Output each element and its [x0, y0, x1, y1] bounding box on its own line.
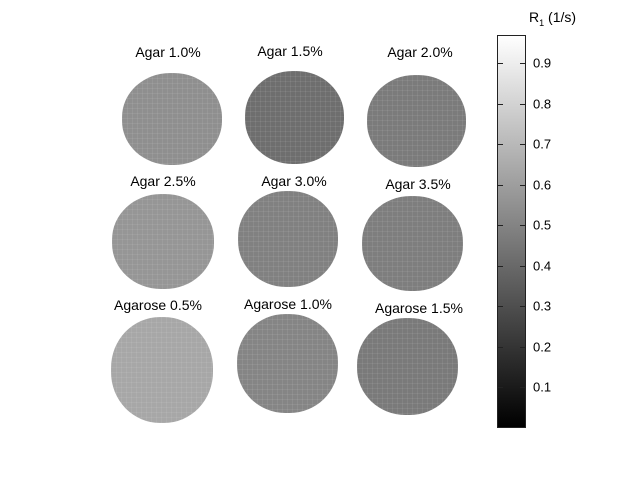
colorbar-tick-label: 0.5 — [533, 217, 552, 233]
colorbar-tick-mark — [520, 63, 525, 65]
colorbar-tick-label: 0.2 — [533, 339, 552, 355]
phantom-disc — [112, 194, 214, 289]
colorbar-title-unit: (1/s) — [548, 9, 577, 25]
colorbar-tick-mark — [498, 225, 503, 227]
phantom-label: Agarose 1.5% — [375, 300, 463, 316]
colorbar-tick-mark — [520, 225, 525, 227]
colorbar-tick-mark — [520, 103, 525, 105]
colorbar-tick-label: 0.6 — [533, 177, 552, 193]
phantom-disc — [362, 196, 463, 291]
phantom-label: Agarose 0.5% — [114, 297, 202, 313]
colorbar-tick-mark — [520, 265, 525, 267]
colorbar-tick-label: 0.3 — [533, 298, 552, 314]
phantom-label: Agar 3.0% — [261, 173, 327, 189]
phantom-label: Agar 2.5% — [130, 173, 196, 189]
phantom-label: Agar 3.5% — [385, 176, 451, 192]
colorbar-tick-mark — [520, 306, 525, 308]
colorbar-tick-mark — [520, 387, 525, 389]
colorbar-tick-mark — [498, 387, 503, 389]
colorbar-tick-mark — [498, 265, 503, 267]
colorbar-title-main: R — [529, 9, 540, 25]
colorbar-tick-mark — [498, 144, 503, 146]
phantom-disc — [111, 317, 213, 423]
colorbar-title: R1 (1/s) — [529, 9, 576, 28]
phantom-label: Agar 2.0% — [387, 44, 453, 60]
phantom-disc — [357, 318, 458, 415]
colorbar-tick-mark — [520, 346, 525, 348]
colorbar-title-sub: 1 — [539, 17, 545, 28]
phantom-disc — [237, 314, 338, 413]
phantom-label: Agarose 1.0% — [244, 296, 332, 312]
colorbar — [497, 35, 526, 428]
colorbar-tick-label: 0.1 — [533, 379, 552, 395]
colorbar-tick-mark — [498, 63, 503, 65]
colorbar-tick-label: 0.8 — [533, 96, 552, 112]
phantom-disc — [245, 71, 344, 164]
colorbar-tick-mark — [520, 144, 525, 146]
colorbar-tick-mark — [498, 346, 503, 348]
colorbar-tick-mark — [498, 103, 503, 105]
colorbar-tick-label: 0.7 — [533, 136, 552, 152]
colorbar-tick-label: 0.4 — [533, 258, 552, 274]
colorbar-tick-mark — [520, 184, 525, 186]
phantom-label: Agar 1.5% — [257, 43, 323, 59]
colorbar-tick-label: 0.9 — [533, 55, 552, 71]
phantom-disc — [122, 73, 222, 165]
phantom-disc — [367, 75, 466, 167]
colorbar-tick-mark — [498, 306, 503, 308]
phantom-label: Agar 1.0% — [135, 44, 201, 60]
phantom-disc — [238, 191, 338, 287]
colorbar-tick-mark — [498, 184, 503, 186]
